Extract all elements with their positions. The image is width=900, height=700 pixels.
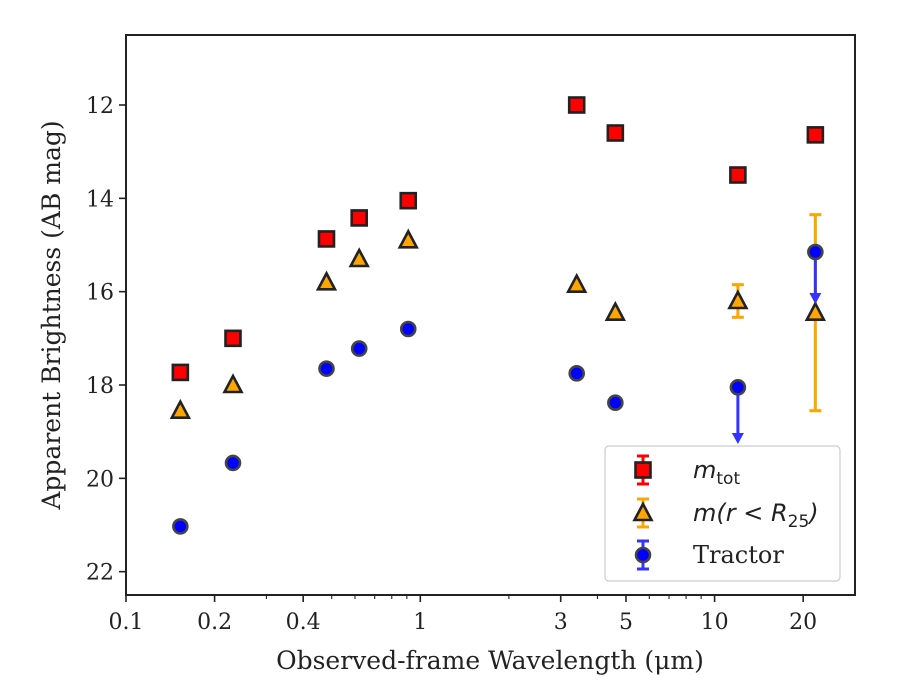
legend-label: mtot	[693, 456, 740, 489]
data-point	[604, 300, 627, 321]
x-tick-label: 20	[789, 610, 817, 635]
legend: mtot m(r < R25) Tractor	[604, 445, 841, 582]
data-point	[567, 96, 586, 114]
data-point	[350, 209, 368, 227]
y-axis: 12 14 16 18 20 22	[86, 94, 126, 586]
x-tick-label: 1	[413, 610, 427, 635]
data-point	[806, 126, 825, 144]
y-tick-label: 18	[86, 374, 114, 399]
data-point	[172, 518, 189, 535]
y-tick-label: 22	[86, 561, 114, 586]
data-point	[224, 454, 242, 472]
plot-frame	[125, 34, 856, 596]
x-tick-label: 0.2	[197, 610, 232, 635]
data-point	[606, 124, 625, 142]
x-axis: 0.1 0.2 0.4 1 3 5 10 20	[109, 595, 817, 635]
series-circle	[172, 243, 824, 535]
series-square	[171, 96, 825, 382]
y-tick-label: 16	[86, 281, 114, 306]
legend-label: m(r < R25)	[693, 499, 819, 532]
y-tick-label: 20	[86, 467, 114, 492]
data-point	[348, 247, 370, 268]
data-point	[729, 379, 747, 396]
legend-label: Tractor	[693, 541, 784, 569]
data-point	[399, 320, 417, 338]
data-point	[568, 365, 586, 382]
x-tick-label: 0.4	[286, 610, 321, 635]
data-point	[397, 228, 419, 249]
data-point	[727, 289, 749, 310]
data-point	[399, 191, 418, 210]
x-tick-label: 5	[619, 610, 633, 635]
data-point	[607, 394, 624, 412]
data-point	[169, 398, 192, 419]
x-tick-label: 3	[554, 610, 568, 635]
data-point	[807, 243, 824, 261]
upper-limit-arrow	[809, 293, 822, 304]
x-tick-label: 10	[701, 610, 729, 635]
data-point	[566, 272, 588, 293]
data-point	[222, 373, 244, 394]
series-triangle	[169, 213, 827, 419]
data-point	[224, 329, 242, 348]
y-axis-label: Apparent Brightness (AB mag)	[37, 120, 66, 510]
data-point	[350, 340, 368, 357]
data-point	[171, 363, 190, 382]
legend-marker	[632, 501, 654, 522]
upper-limit-arrow	[731, 433, 744, 444]
x-axis-label: Observed-frame Wavelength (μm)	[276, 646, 704, 675]
data-point	[317, 230, 336, 248]
legend-marker	[634, 461, 652, 479]
data-point	[315, 270, 338, 291]
y-tick-label: 14	[86, 187, 114, 212]
data-point	[318, 360, 335, 377]
data-point	[804, 300, 827, 321]
data-point	[729, 166, 747, 184]
plot-content	[169, 96, 827, 535]
x-tick-label: 0.1	[109, 610, 144, 635]
legend-marker	[634, 546, 652, 564]
legend-box	[604, 445, 841, 582]
y-tick-label: 12	[86, 94, 114, 119]
